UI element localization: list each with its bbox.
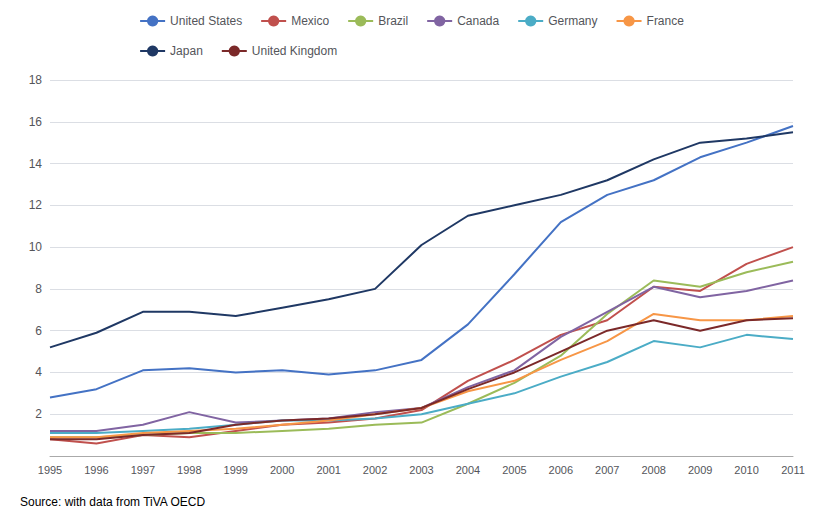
svg-text:2010: 2010 <box>734 464 758 476</box>
svg-text:1996: 1996 <box>84 464 108 476</box>
svg-text:2004: 2004 <box>456 464 480 476</box>
svg-text:16: 16 <box>29 115 43 129</box>
svg-text:2006: 2006 <box>549 464 573 476</box>
svg-text:2007: 2007 <box>595 464 619 476</box>
svg-text:2003: 2003 <box>409 464 433 476</box>
svg-text:2011: 2011 <box>781 464 805 476</box>
svg-text:United Kingdom: United Kingdom <box>252 44 337 58</box>
svg-text:Germany: Germany <box>548 14 597 28</box>
svg-text:France: France <box>647 14 685 28</box>
svg-text:2000: 2000 <box>270 464 294 476</box>
svg-text:Canada: Canada <box>457 14 499 28</box>
svg-text:4: 4 <box>35 365 42 379</box>
svg-text:2008: 2008 <box>641 464 665 476</box>
svg-text:1998: 1998 <box>177 464 201 476</box>
svg-text:1997: 1997 <box>131 464 155 476</box>
svg-text:6: 6 <box>35 324 42 338</box>
svg-text:10: 10 <box>29 240 43 254</box>
svg-text:Mexico: Mexico <box>291 14 329 28</box>
svg-text:1995: 1995 <box>38 464 62 476</box>
svg-text:8: 8 <box>35 282 42 296</box>
svg-text:Source: with data from TiVA OE: Source: with data from TiVA OECD <box>20 495 206 509</box>
svg-text:12: 12 <box>29 198 43 212</box>
svg-text:18: 18 <box>29 73 43 87</box>
svg-text:2005: 2005 <box>502 464 526 476</box>
svg-text:2: 2 <box>35 407 42 421</box>
svg-text:2009: 2009 <box>688 464 712 476</box>
svg-text:Brazil: Brazil <box>378 14 408 28</box>
svg-text:United States: United States <box>170 14 242 28</box>
svg-text:Japan: Japan <box>170 44 203 58</box>
svg-text:2002: 2002 <box>363 464 387 476</box>
svg-text:14: 14 <box>29 157 43 171</box>
svg-text:1999: 1999 <box>224 464 248 476</box>
svg-text:2001: 2001 <box>316 464 340 476</box>
